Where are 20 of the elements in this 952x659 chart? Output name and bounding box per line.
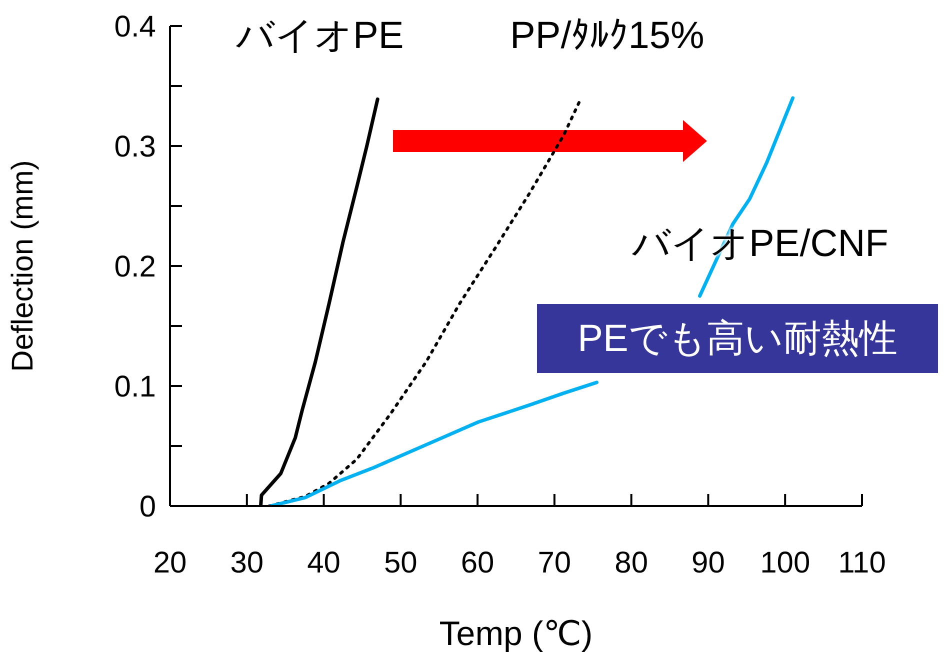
x-tick-label: 20 [153,546,187,580]
y-tick-label: 0 [139,490,156,524]
x-tick-label: 40 [307,546,340,580]
y-tick-label: 0.2 [114,250,156,284]
annotation: PEでも高い耐熱性 [537,304,938,373]
series-label: バイオPE [236,14,404,59]
x-tick-label: 50 [384,546,418,580]
x-tick-label: 110 [838,546,886,580]
y-tick-label: 0.4 [114,10,156,44]
x-tick-label: 80 [614,546,648,580]
x-tick-label: 90 [692,546,725,580]
x-axis-title: Temp (℃) [439,615,593,653]
x-tick-label: 60 [460,546,494,580]
y-tick-label: 0.3 [114,130,156,164]
y-tick-label: 0.1 [114,370,156,404]
x-tick-label: 30 [230,546,264,580]
x-tick-label: 70 [538,546,572,580]
y-axis-title: Deflection (mm) [6,160,40,372]
series-label: PP/ﾀﾙｸ15% [510,14,704,59]
x-tick-label: 100 [760,546,810,580]
